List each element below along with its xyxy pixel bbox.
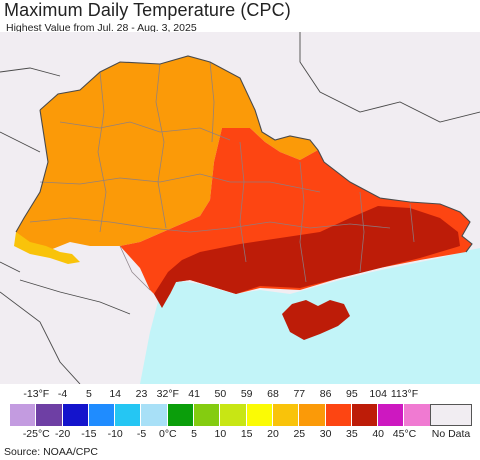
- fahrenheit-tick-label: 68: [267, 388, 279, 400]
- temperature-map: [0, 32, 480, 384]
- fahrenheit-tick-label: 86: [319, 388, 332, 400]
- legend-swatch: [115, 404, 142, 426]
- celsius-tick-label: -10: [107, 428, 123, 440]
- legend-swatch: [141, 404, 168, 426]
- map-title: Maximum Daily Temperature (CPC): [4, 0, 291, 20]
- celsius-tick-label: -15: [81, 428, 97, 440]
- legend-swatch: [194, 404, 221, 426]
- legend-swatch: [88, 404, 116, 426]
- region-north-west: [16, 56, 318, 250]
- fahrenheit-tick-label: 77: [293, 388, 306, 400]
- legend-swatch: [272, 404, 300, 426]
- celsius-tick-label: 5: [191, 428, 198, 440]
- map-subtitle: Highest Value from Jul. 28 - Aug. 3, 202…: [6, 22, 197, 34]
- celsius-tick-label: 25: [293, 428, 306, 440]
- legend-swatch: [351, 404, 379, 426]
- celsius-tick-label: -20: [55, 428, 71, 440]
- fahrenheit-tick-label: 95: [346, 388, 358, 400]
- celsius-tick-label: 10: [214, 428, 227, 440]
- legend-swatch: [36, 404, 63, 426]
- fahrenheit-tick-label: 5: [85, 388, 92, 400]
- legend-swatch: [167, 404, 195, 426]
- celsius-tick-label: -25°C: [22, 428, 50, 440]
- fahrenheit-tick-label: 41: [188, 388, 200, 400]
- fahrenheit-tick-label: 32°F: [156, 388, 179, 400]
- celsius-tick-label: 0°C: [158, 428, 177, 440]
- legend-swatch: [378, 404, 405, 426]
- region-hottest: [154, 206, 460, 308]
- crimea: [282, 300, 350, 340]
- fahrenheit-tick-label: 50: [214, 388, 227, 400]
- legend-swatch: [404, 404, 431, 426]
- no-data-swatch: [430, 404, 472, 426]
- legend-swatch: [246, 404, 273, 426]
- region-west-edge: [14, 232, 80, 264]
- fahrenheit-tick-label: 59: [240, 388, 253, 400]
- celsius-tick-label: -5: [136, 428, 147, 440]
- celsius-tick-label: 35: [346, 428, 358, 440]
- celsius-tick-label: 15: [240, 428, 253, 440]
- fahrenheit-tick-label: 14: [109, 388, 122, 400]
- legend-swatch: [299, 404, 326, 426]
- country-border: [39, 55, 473, 253]
- neighbor-borders: [0, 32, 480, 384]
- admin-borders: [29, 61, 415, 291]
- fahrenheit-tick-label: -4: [57, 388, 68, 400]
- legend-swatch: [220, 404, 247, 426]
- fahrenheit-tick-label: 23: [135, 388, 148, 400]
- celsius-tick-label: 20: [267, 428, 279, 440]
- no-data-label: No Data: [431, 428, 471, 440]
- fahrenheit-tick-label: -13°F: [23, 388, 50, 400]
- legend-swatch: [10, 404, 37, 426]
- celsius-tick-label: 30: [319, 428, 332, 440]
- legend: -13°F -4 5 14 23 32°F 41 50 59 68 77 86 95 104 113°F -…: [0, 384, 480, 444]
- celsius-tick-label: 45°C: [392, 428, 417, 440]
- fahrenheit-tick-label: 113°F: [390, 388, 419, 400]
- legend-swatch: [325, 404, 352, 426]
- western-border: [15, 109, 49, 233]
- celsius-tick-label: 40: [372, 428, 385, 440]
- fahrenheit-tick-label: 104: [369, 388, 387, 400]
- source-credit: Source: NOAA/CPC: [4, 446, 98, 458]
- color-scale: [10, 404, 431, 426]
- legend-swatch: [62, 404, 89, 426]
